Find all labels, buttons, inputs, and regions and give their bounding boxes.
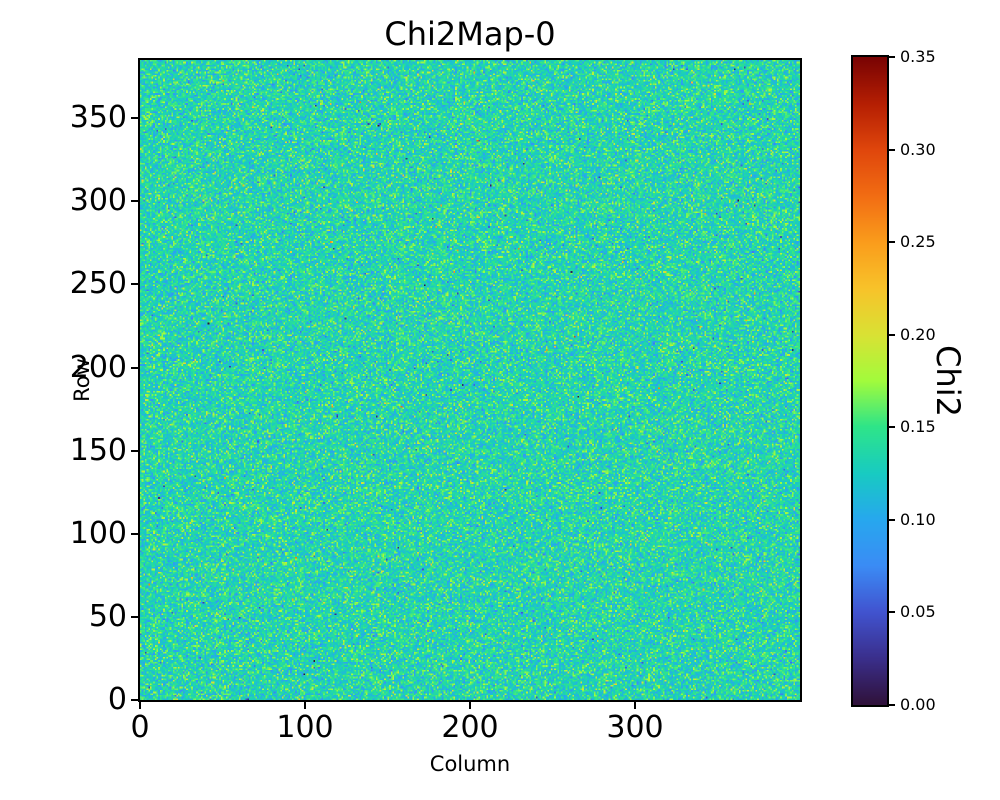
colorbar-tick-label: 0.25: [900, 232, 936, 252]
colorbar-tick-label: 0.20: [900, 324, 936, 344]
plot-area: [138, 58, 802, 702]
x-tick-mark: [139, 702, 141, 709]
colorbar-tick-mark: [889, 518, 895, 521]
y-tick-mark: [131, 117, 138, 120]
colorbar-tick-mark: [889, 148, 895, 151]
colorbar-label: Chi2: [929, 345, 967, 417]
x-tick-label: 300: [606, 710, 664, 745]
y-tick-mark: [131, 366, 138, 369]
y-tick-label: 150: [69, 432, 127, 468]
colorbar-tick-mark: [889, 333, 895, 336]
chart-title: Chi2Map-0: [384, 15, 556, 53]
y-tick-label: 200: [69, 349, 127, 385]
colorbar-tick-label: 0.35: [900, 47, 936, 66]
y-tick-mark: [131, 615, 138, 618]
x-axis-label: Column: [429, 752, 511, 776]
colorbar-canvas: [853, 57, 887, 705]
x-tick-label: 0: [130, 710, 150, 745]
y-tick-mark: [131, 532, 138, 535]
colorbar-tick-mark: [889, 56, 895, 58]
colorbar-tick-mark: [889, 426, 895, 429]
x-tick-mark: [304, 702, 306, 709]
x-tick-label: 200: [441, 710, 499, 745]
y-tick-label: 100: [69, 515, 127, 551]
y-tick-mark: [131, 283, 138, 286]
y-tick-mark: [131, 200, 138, 203]
x-tick-label: 100: [276, 710, 334, 745]
x-tick-mark: [469, 702, 471, 709]
colorbar-tick-label: 0.30: [900, 139, 936, 159]
colorbar-tick-label: 0.10: [900, 509, 936, 529]
y-tick-mark: [131, 449, 138, 452]
colorbar-tick-label: 0.00: [900, 695, 936, 714]
y-tick-label: 0: [107, 682, 127, 717]
colorbar-tick-mark: [889, 704, 895, 706]
x-tick-mark: [634, 702, 636, 709]
y-tick-mark: [131, 699, 138, 701]
colorbar-tick-mark: [889, 611, 895, 614]
y-tick-label: 350: [69, 100, 127, 136]
y-tick-label: 250: [69, 266, 127, 302]
y-tick-label: 50: [88, 598, 127, 634]
colorbar-tick-label: 0.05: [900, 602, 936, 622]
heatmap-canvas: [140, 60, 800, 700]
colorbar-tick-label: 0.15: [900, 417, 936, 437]
colorbar-tick-mark: [889, 241, 895, 244]
y-tick-label: 300: [69, 183, 127, 219]
colorbar: [851, 55, 889, 707]
